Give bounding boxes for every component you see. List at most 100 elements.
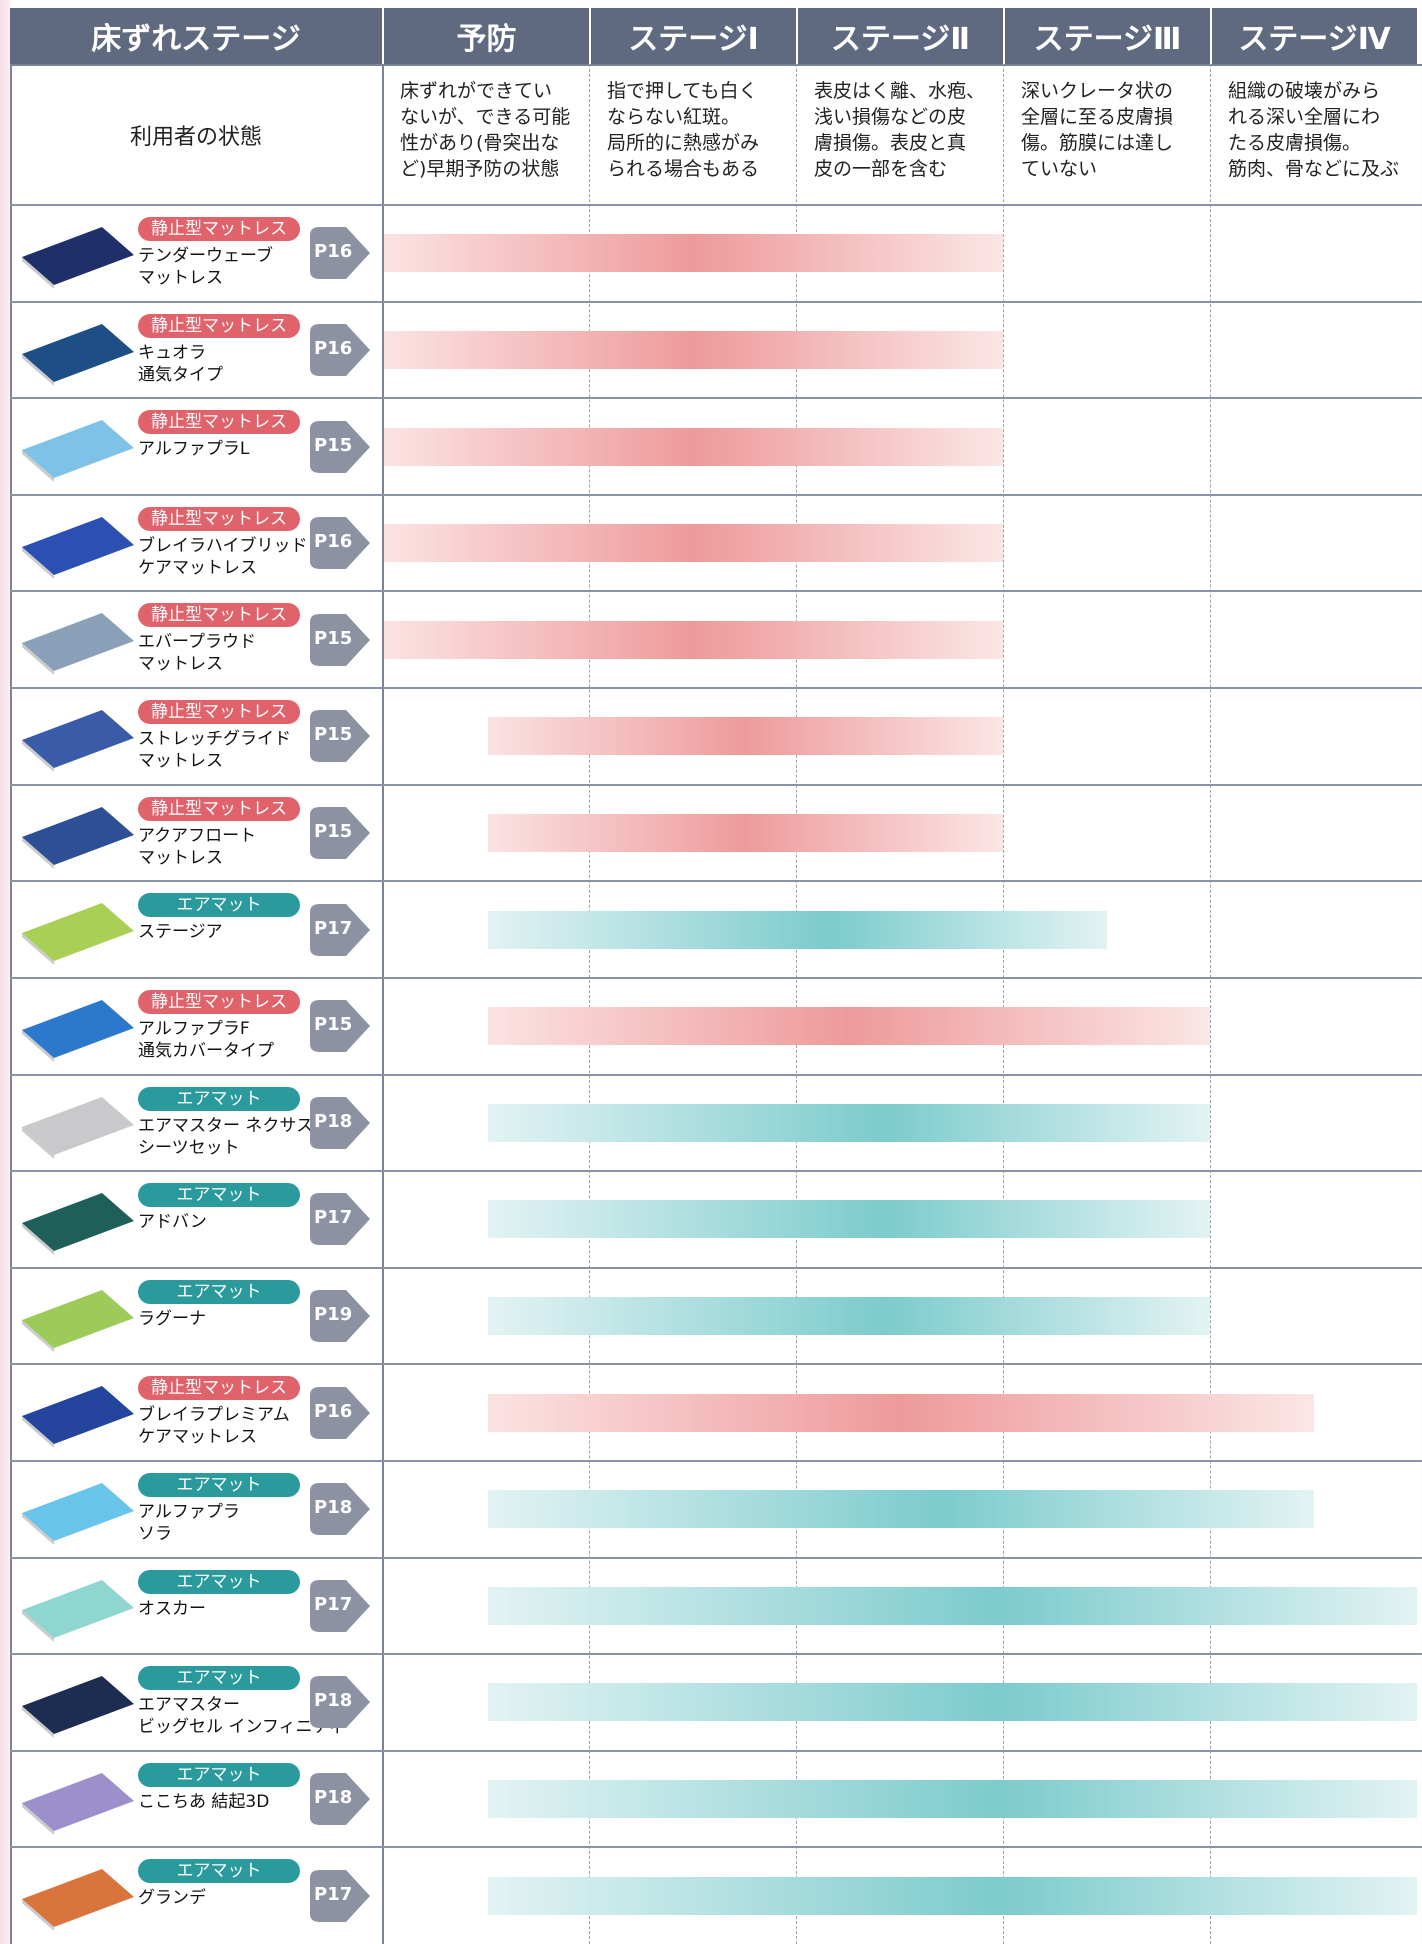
row-divider <box>10 1074 1422 1076</box>
page-label: P17 <box>314 1594 352 1615</box>
product-name: シーツセット <box>138 1137 240 1159</box>
description-line: 表皮はく離、水疱、 <box>814 78 1001 104</box>
product-name: アルファプラ <box>138 1501 240 1523</box>
product-image <box>18 1475 138 1545</box>
product-name: マットレス <box>138 267 223 289</box>
product-image <box>18 799 138 869</box>
description-line: 浅い損傷などの皮 <box>814 104 1001 130</box>
product-tag: エアマット <box>138 1763 300 1787</box>
row-divider <box>10 301 1422 303</box>
mattress <box>22 420 134 478</box>
page-ref: P16 <box>310 322 372 378</box>
coverage-bar <box>488 1200 1211 1238</box>
product-image <box>18 1185 138 1255</box>
product-tag: エアマット <box>138 893 300 917</box>
mattress <box>22 1097 134 1155</box>
product-name: テンダーウェーブ <box>138 245 273 267</box>
row-divider <box>10 1557 1422 1559</box>
description-line: 全層に至る皮膚損 <box>1021 104 1208 130</box>
page-label: P15 <box>314 628 352 649</box>
page-ref: P17 <box>310 1868 372 1924</box>
product-name: オスカー <box>138 1598 206 1620</box>
mattress <box>22 807 134 865</box>
description-line: 組織の破壊がみら <box>1228 78 1415 104</box>
mattress <box>22 710 134 768</box>
coverage-bar <box>488 1490 1314 1528</box>
page-label: P17 <box>314 1207 352 1228</box>
page-label: P18 <box>314 1111 352 1132</box>
product-name: ケアマットレス <box>138 557 257 579</box>
coverage-bar <box>488 814 1004 852</box>
description-line: ないが、できる可能 <box>400 104 587 130</box>
stage-divider <box>1210 64 1211 1944</box>
product-name: ケアマットレス <box>138 1426 257 1448</box>
page-ref: P18 <box>310 1771 372 1827</box>
product-name: アルファプラF <box>138 1018 250 1040</box>
description-line: 膚損傷。表皮と真 <box>814 130 1001 156</box>
product-image <box>18 1282 138 1352</box>
stage-header: ステージⅠ <box>591 8 796 64</box>
product-image <box>18 412 138 482</box>
page-label: P16 <box>314 241 352 262</box>
stage-divider <box>1003 64 1004 1944</box>
product-name: マットレス <box>138 750 223 772</box>
product-name: 通気カバータイプ <box>138 1040 274 1062</box>
product-name: キュオラ <box>138 342 206 364</box>
product-image <box>18 895 138 965</box>
page-ref: P15 <box>310 708 372 764</box>
description-line: 局所的に熱感がみ <box>607 130 794 156</box>
product-tag: エアマット <box>138 1183 300 1207</box>
coverage-bar <box>384 234 1003 272</box>
page-label: P16 <box>314 531 352 552</box>
product-name: ラグーナ <box>138 1308 206 1330</box>
product-image <box>18 316 138 386</box>
product-image <box>18 605 138 675</box>
page-ref: P17 <box>310 902 372 958</box>
coverage-bar <box>488 1007 1211 1045</box>
mattress <box>22 324 134 382</box>
coverage-bar <box>488 717 1004 755</box>
product-name: エバープラウド <box>138 631 256 653</box>
coverage-bar <box>384 331 1003 369</box>
product-tag: エアマット <box>138 1859 300 1883</box>
coverage-bar <box>384 524 1003 562</box>
row-divider <box>10 977 1422 979</box>
page-label: P15 <box>314 435 352 456</box>
product-tag: 静止型マットレス <box>138 700 300 724</box>
mattress <box>22 1386 134 1444</box>
product-image <box>18 509 138 579</box>
page-ref: P17 <box>310 1578 372 1634</box>
product-tag: エアマット <box>138 1570 300 1594</box>
mattress <box>22 1000 134 1058</box>
page-ref: P15 <box>310 612 372 668</box>
row-divider <box>10 204 1422 206</box>
coverage-bar <box>488 911 1107 949</box>
product-tag: エアマット <box>138 1473 300 1497</box>
coverage-bar <box>488 1587 1418 1625</box>
description-line: 筋肉、骨などに及ぶ <box>1228 156 1415 182</box>
description-line: 床ずれができてい <box>400 78 587 104</box>
row-divider <box>10 494 1422 496</box>
product-name: ここちあ 結起3D <box>138 1791 269 1813</box>
product-image <box>18 1668 138 1738</box>
coverage-bar <box>488 1104 1211 1142</box>
stage-header: ステージⅡ <box>798 8 1003 64</box>
description-line: られる場合もある <box>607 156 794 182</box>
coverage-bar <box>488 1780 1418 1818</box>
coverage-bar <box>488 1877 1418 1915</box>
product-name: アルファプラL <box>138 438 249 460</box>
row-divider <box>10 880 1422 882</box>
page-ref: P16 <box>310 1385 372 1441</box>
stage-description: 組織の破壊がみられる深い全層にわたる皮膚損傷。筋肉、骨などに及ぶ <box>1228 78 1415 182</box>
row-divider <box>10 1653 1422 1655</box>
product-image <box>18 1089 138 1159</box>
product-tag: エアマット <box>138 1280 300 1304</box>
page: 床ずれステージ予防ステージⅠステージⅡステージⅢステージⅣ利用者の状態床ずれがで… <box>0 0 1422 1944</box>
row-divider <box>10 784 1422 786</box>
product-name: ステージア <box>138 921 223 943</box>
page-ref: P16 <box>310 515 372 571</box>
row-divider <box>10 397 1422 399</box>
page-label: P15 <box>314 724 352 745</box>
page-ref: P18 <box>310 1674 372 1730</box>
page-ref: P15 <box>310 805 372 861</box>
